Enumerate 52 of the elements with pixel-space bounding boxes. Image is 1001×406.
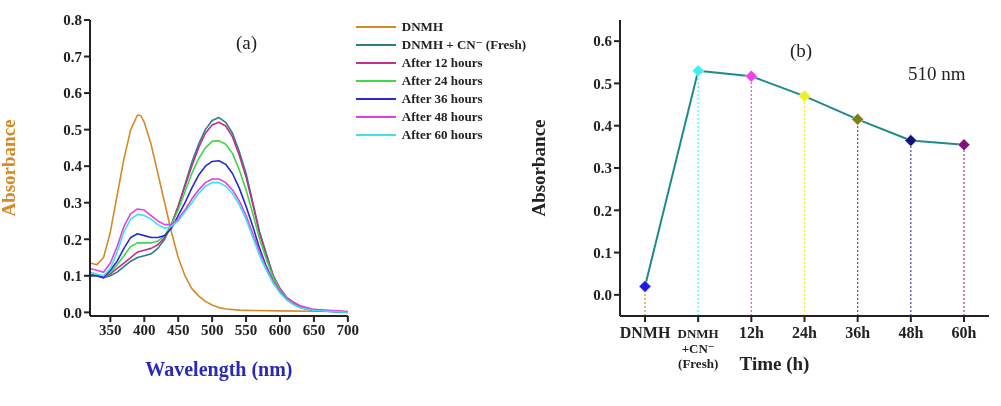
x-tick-label: 500 — [200, 321, 224, 338]
x-tick-label: 48h — [898, 324, 924, 341]
annotation: (a) — [236, 32, 258, 54]
annotation: (b) — [790, 40, 813, 62]
point — [745, 69, 758, 83]
y-tick-label: 0.6 — [63, 85, 83, 102]
point — [798, 89, 811, 103]
y-tick-label: 0.2 — [593, 202, 612, 219]
y-tick-label: 0.6 — [593, 33, 613, 50]
y-tick-label: 0.2 — [63, 231, 82, 248]
x-axis-title: Wavelength (nm) — [145, 358, 293, 381]
legend-label: After 12 hours — [401, 54, 483, 71]
legend-label: After 36 hours — [401, 90, 483, 107]
y-tick-label: 0.0 — [63, 304, 82, 321]
y-tick-label: 0.7 — [63, 48, 83, 65]
y-tick-label: 0.5 — [593, 75, 612, 92]
x-axis-title: Time (h) — [739, 353, 810, 375]
legend-label: After 24 hours — [401, 72, 483, 89]
y-tick-label: 0.3 — [593, 160, 612, 177]
x-tick-label: 550 — [234, 321, 258, 338]
x-tick-label: 24h — [792, 324, 818, 341]
x-tick-label: 350 — [99, 321, 122, 338]
x-tick-label: 60h — [951, 324, 977, 341]
y-tick-label: 0.4 — [593, 118, 613, 135]
x-tick-label: 600 — [268, 321, 292, 338]
point — [851, 113, 864, 126]
y-tick-label: 0.1 — [63, 268, 82, 285]
y-tick-label: 0.8 — [63, 12, 82, 29]
legend-label: DNMH + CN⁻ (Fresh) — [401, 36, 526, 53]
x-tick-label: 700 — [336, 321, 360, 338]
point — [957, 138, 971, 151]
point — [638, 280, 652, 293]
legend-label: After 60 hours — [401, 126, 483, 143]
x-tick-label: 650 — [302, 321, 326, 338]
y-tick-label: 0.0 — [593, 287, 612, 304]
y-tick-label: 0.3 — [63, 195, 82, 212]
point — [904, 134, 918, 147]
x-tick-label: 450 — [166, 321, 190, 338]
legend-label: DNMH — [401, 18, 444, 35]
y-tick-label: 0.1 — [593, 244, 612, 261]
x-tick-label: 12h — [738, 324, 764, 341]
x-tick-label: DNMH +CN⁻ (Fresh) — [677, 326, 719, 371]
y-tick-label: 0.5 — [63, 121, 82, 138]
x-tick-label: 400 — [133, 321, 156, 338]
y-tick-label: 0.4 — [63, 158, 83, 175]
annotation: 510 nm — [908, 63, 966, 85]
legend-label: After 48 hours — [401, 108, 483, 125]
x-tick-label: DNMH — [619, 324, 671, 341]
x-tick-label: 36h — [845, 324, 871, 341]
point — [691, 64, 705, 77]
y-axis-title: Absorbance — [0, 119, 19, 217]
y-axis-title: Absorbance — [527, 119, 549, 217]
